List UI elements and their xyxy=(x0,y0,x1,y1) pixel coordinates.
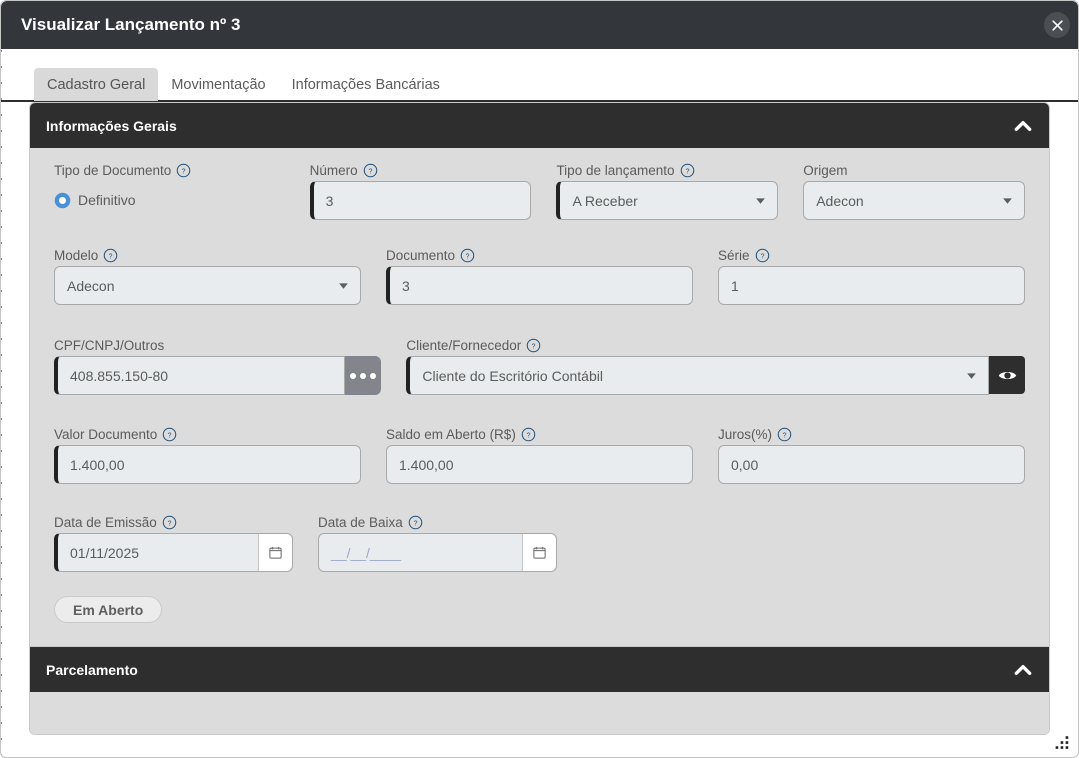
svg-text:?: ? xyxy=(532,343,536,350)
svg-text:?: ? xyxy=(760,253,764,260)
svg-text:?: ? xyxy=(182,168,186,175)
svg-text:?: ? xyxy=(685,168,689,175)
svg-text:?: ? xyxy=(466,253,470,260)
svg-text:?: ? xyxy=(168,432,172,439)
svg-text:?: ? xyxy=(368,168,372,175)
svg-text:?: ? xyxy=(167,520,171,527)
svg-text:?: ? xyxy=(783,432,787,439)
svg-text:?: ? xyxy=(109,253,113,260)
svg-text:?: ? xyxy=(526,432,530,439)
svg-text:?: ? xyxy=(413,520,417,527)
